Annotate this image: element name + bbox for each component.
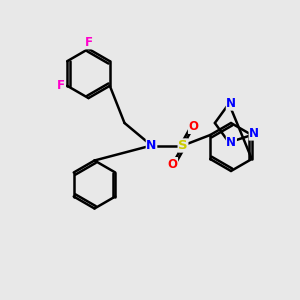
Text: S: S (178, 139, 188, 152)
Text: O: O (167, 158, 178, 171)
Text: N: N (249, 127, 259, 140)
Text: O: O (188, 120, 199, 134)
Text: F: F (85, 36, 92, 49)
Text: N: N (146, 139, 157, 152)
Text: F: F (57, 79, 64, 92)
Text: N: N (226, 136, 236, 149)
Text: N: N (226, 97, 236, 110)
